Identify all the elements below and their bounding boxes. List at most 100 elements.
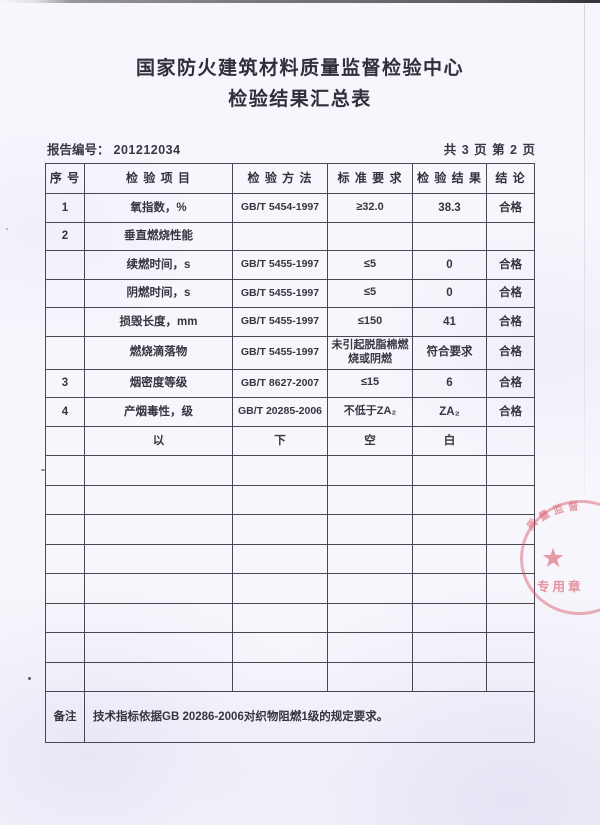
cell-conclusion: 合格 [486, 250, 535, 280]
cell-conclusion: 合格 [486, 368, 535, 398]
cell-method: GB/T 20285-2006 [232, 397, 328, 427]
stamp-caption: 专用章 [537, 580, 584, 594]
col-header-result: 检 验 结 果 [412, 163, 487, 194]
empty-row [45, 455, 535, 486]
cell-item: 燃烧滴落物 [84, 335, 233, 370]
cell-result: 0 [412, 278, 487, 308]
cell-no [45, 307, 85, 337]
blank-below-row: 以 下 空 白 [45, 425, 535, 456]
cell-no [45, 425, 85, 456]
scan-speck [6, 228, 8, 230]
test-results-table: 序 号 检 验 项 目 检 验 方 法 标 准 要 求 检 验 结 果 结 论 … [45, 163, 535, 743]
cell-result: 0 [412, 250, 487, 280]
cell-no: 1 [45, 193, 85, 223]
cell-conclusion: 合格 [486, 397, 535, 427]
cell-method: GB/T 5455-1997 [232, 307, 328, 337]
remark-label: 备注 [45, 691, 85, 743]
col-header-requirement: 标 准 要 求 [327, 163, 413, 194]
cell-no [45, 250, 85, 280]
empty-row [45, 632, 535, 663]
document-title: 国家防火建筑材料质量监督检验中心 检验结果汇总表 [0, 53, 600, 115]
report-meta-row: 报告编号： 201212034 共 3 页 第 2 页 [47, 139, 536, 158]
cell-item: 烟密度等级 [84, 368, 233, 398]
cell-no: 3 [45, 368, 85, 398]
cell-no: 4 [45, 397, 85, 427]
cell-item: 产烟毒性，级 [84, 397, 233, 427]
cell-requirement [327, 221, 413, 251]
cell-result [412, 221, 487, 251]
table-row: 3 烟密度等级 GB/T 8627-2007 ≤15 6 合格 [45, 368, 535, 398]
empty-row [45, 661, 535, 692]
cell-method [232, 221, 328, 251]
cell-result: 6 [412, 368, 487, 398]
cell-conclusion: 合格 [486, 278, 535, 308]
remark-text: 技术指标依据GB 20286-2006对织物阻燃1级的规定要求。 [84, 691, 535, 743]
col-header-item: 检 验 项 目 [84, 163, 233, 194]
table-row: 燃烧滴落物 GB/T 5455-1997 未引起脱脂棉燃烧或阴燃 符合要求 合格 [45, 335, 535, 370]
stamp-arc-char: 量 [536, 508, 553, 524]
cell-item: 垂直燃烧性能 [84, 221, 233, 251]
table-row: 续燃时间，s GB/T 5455-1997 ≤5 0 合格 [45, 250, 535, 280]
table-row: 损毁长度，mm GB/T 5455-1997 ≤150 41 合格 [45, 307, 535, 337]
cell-item: 续燃时间，s [84, 250, 233, 280]
cell-requirement: ≥32.0 [327, 193, 413, 223]
scan-edge-artifact [0, 0, 600, 3]
report-number-label: 报告编号： [47, 143, 110, 157]
cell-result: ZA₂ [412, 397, 487, 427]
report-number-value: 201212034 [113, 143, 181, 157]
cell-method: GB/T 5454-1997 [232, 193, 328, 223]
empty-row [45, 514, 535, 545]
table-row: 1 氧指数，% GB/T 5454-1997 ≥32.0 38.3 合格 [45, 193, 535, 223]
cell-conclusion [486, 425, 535, 456]
cell-result: 白 [412, 425, 487, 456]
stamp-arc-char: 督 [567, 500, 580, 514]
cell-no [45, 335, 85, 370]
col-header-conclusion: 结 论 [486, 163, 535, 194]
cell-conclusion: 合格 [486, 307, 535, 337]
scan-speck [28, 677, 31, 680]
cell-requirement: ≤5 [327, 250, 413, 280]
cell-result: 符合要求 [412, 335, 487, 370]
scan-speck [41, 469, 45, 471]
cell-method: GB/T 5455-1997 [232, 250, 328, 280]
table-row: 阴燃时间，s GB/T 5455-1997 ≤5 0 合格 [45, 278, 535, 308]
table-row: 4 产烟毒性，级 GB/T 20285-2006 不低于ZA₂ ZA₂ 合格 [45, 397, 535, 427]
cell-conclusion: 合格 [486, 335, 535, 370]
cell-item: 阴燃时间，s [84, 278, 233, 308]
paper-crease-artifact [584, 4, 585, 494]
cell-result: 38.3 [412, 193, 487, 223]
cell-conclusion [486, 221, 535, 251]
cell-requirement: 未引起脱脂棉燃烧或阴燃 [327, 335, 413, 370]
pagination: 共 3 页 第 2 页 [443, 143, 536, 157]
cell-requirement: ≤15 [327, 368, 413, 398]
col-header-method: 检 验 方 法 [232, 163, 328, 194]
cell-item: 损毁长度，mm [84, 307, 233, 337]
empty-row [45, 602, 535, 633]
empty-row [45, 543, 535, 574]
cell-no [45, 278, 85, 308]
star-icon: ★ [541, 543, 566, 573]
cell-method: 下 [232, 425, 328, 456]
col-header-no: 序 号 [45, 163, 85, 194]
empty-row [45, 484, 535, 515]
empty-row [45, 573, 535, 604]
cell-requirement: 空 [327, 425, 413, 456]
cell-requirement: ≤5 [327, 278, 413, 308]
table-row: 2 垂直燃烧性能 [45, 221, 535, 251]
cell-item: 氧指数，% [84, 193, 233, 223]
table-header-row: 序 号 检 验 项 目 检 验 方 法 标 准 要 求 检 验 结 果 结 论 [45, 163, 535, 194]
cell-method: GB/T 5455-1997 [232, 335, 328, 370]
cell-requirement: 不低于ZA₂ [327, 397, 413, 427]
cell-method: GB/T 8627-2007 [232, 368, 328, 398]
title-line-1: 国家防火建筑材料质量监督检验中心 [135, 58, 464, 79]
cell-item: 以 [84, 425, 233, 456]
report-number: 报告编号： 201212034 [47, 139, 181, 158]
remark-row: 备注 技术指标依据GB 20286-2006对织物阻燃1级的规定要求。 [45, 691, 535, 743]
title-line-2: 检验结果汇总表 [228, 89, 372, 110]
cell-no: 2 [45, 221, 85, 251]
stamp-arc-char: 监 [551, 502, 566, 518]
cell-result: 41 [412, 307, 487, 337]
cell-conclusion: 合格 [486, 193, 535, 223]
cell-requirement: ≤150 [327, 307, 413, 337]
